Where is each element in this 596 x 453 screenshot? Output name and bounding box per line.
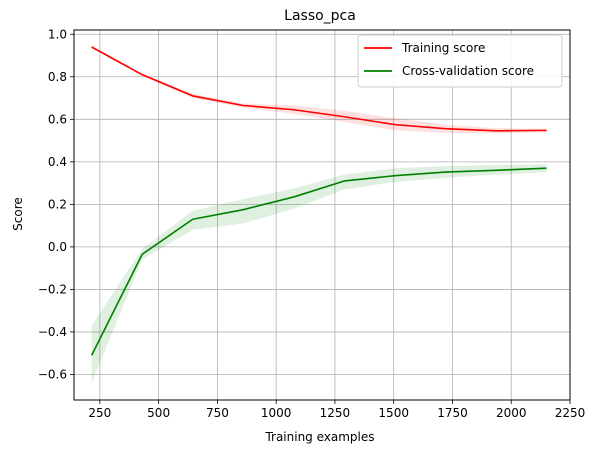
axis-ticks: 250 500 750 1000 1250 1500 1750 2000 2250 −0.6 −0.…	[38, 27, 585, 420]
confidence-bands	[91, 45, 547, 383]
x-tick-label: 1750	[437, 406, 468, 420]
legend-box	[357, 34, 563, 88]
band-cross-validation	[91, 164, 547, 383]
y-tick-label: 1.0	[48, 27, 67, 41]
x-tick-label: 2000	[496, 406, 527, 420]
x-tick-label: 1500	[378, 406, 409, 420]
x-tick-label: 250	[88, 406, 111, 420]
legend-label-training: Training score	[401, 41, 485, 55]
x-tick-label: 750	[206, 406, 229, 420]
y-tick-label: 0.2	[48, 197, 67, 211]
x-tick-label: 1250	[320, 406, 351, 420]
y-tick-label: −0.4	[38, 325, 67, 339]
y-tick-label: 0.4	[48, 155, 67, 169]
line-training	[91, 46, 547, 132]
band-training	[91, 45, 547, 134]
y-tick-label: 0.0	[48, 240, 67, 254]
y-tick-label: −0.2	[38, 282, 67, 296]
legend: Training score Cross-validation score	[357, 34, 563, 88]
line-cross-validation	[90, 167, 547, 356]
x-tick-label: 500	[147, 406, 170, 420]
series-lines	[90, 46, 547, 356]
x-axis-title: Training examples	[264, 430, 374, 444]
x-tick-label: 1000	[261, 406, 292, 420]
x-tick-label: 2250	[555, 406, 586, 420]
y-tick-label: 0.8	[48, 70, 67, 84]
y-tick-label: 0.6	[48, 112, 67, 126]
legend-label-cross-validation: Cross-validation score	[402, 64, 534, 78]
y-axis-title: Score	[11, 197, 25, 231]
y-tick-label: −0.6	[38, 367, 67, 381]
chart-title: Lasso_pca	[284, 8, 356, 24]
plot-frame	[73, 29, 571, 401]
